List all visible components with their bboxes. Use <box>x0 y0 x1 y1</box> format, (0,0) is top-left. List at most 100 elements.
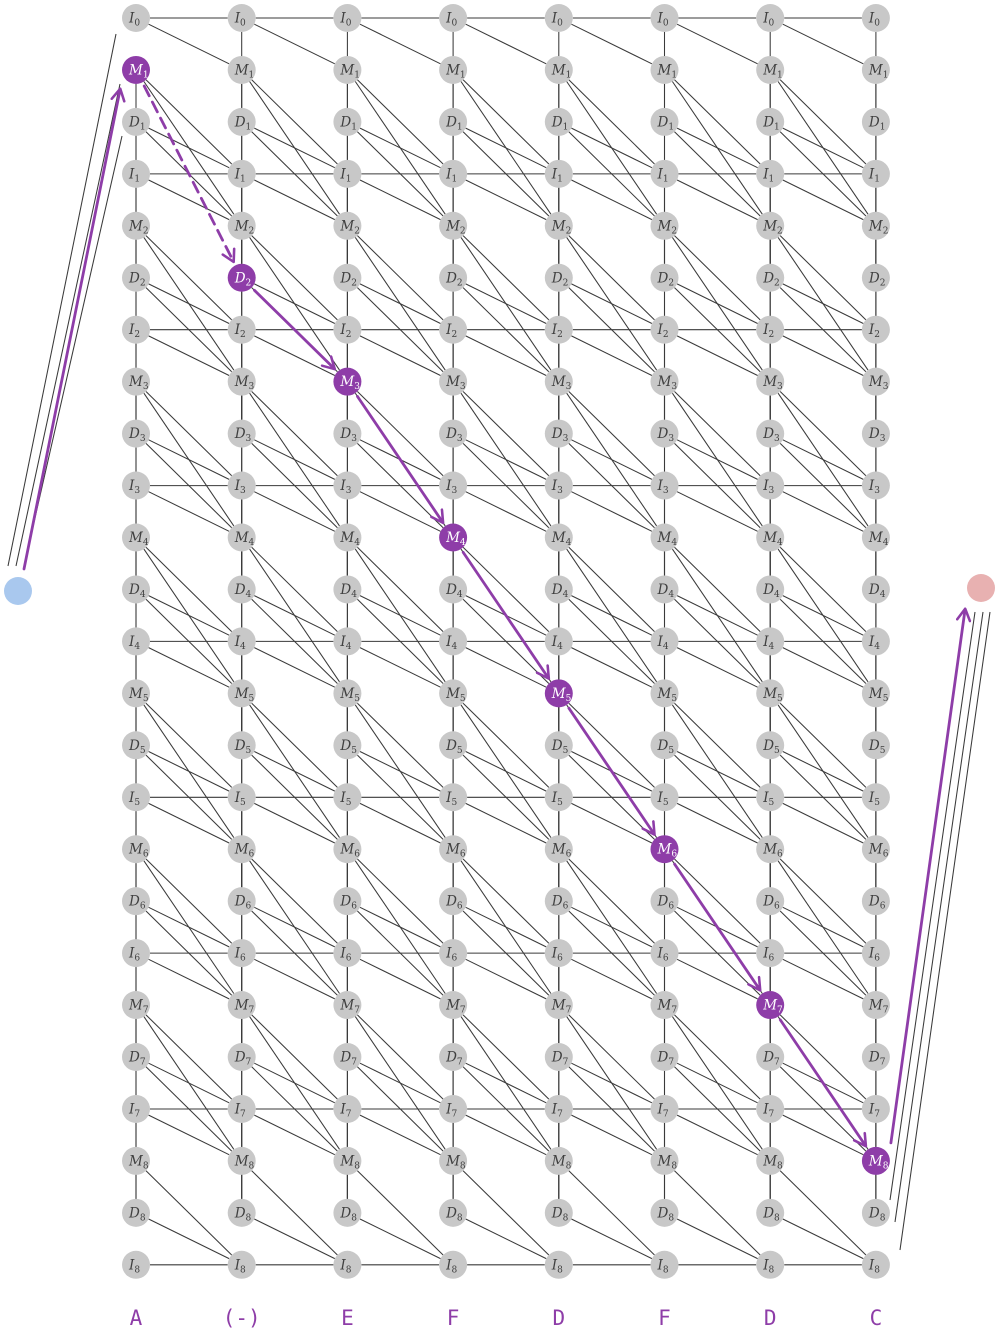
transition-edge <box>254 906 336 948</box>
state-node: I7 <box>544 1094 573 1123</box>
transition-edge <box>782 647 864 688</box>
state-label: I8 <box>128 1257 140 1275</box>
state-node: D5 <box>227 731 256 760</box>
state-node: I8 <box>861 1250 890 1279</box>
state-circle <box>333 55 362 84</box>
transition-edge <box>779 391 867 477</box>
state-circle <box>439 575 468 604</box>
state-label: I7 <box>657 1101 669 1119</box>
state-node: M4 <box>122 523 150 552</box>
path-state-node: M5 <box>544 679 573 708</box>
state-circle <box>544 783 573 812</box>
path-arrow <box>461 551 551 680</box>
state-label: I3 <box>445 478 457 496</box>
state-node: I2 <box>861 315 890 344</box>
state-node: I8 <box>439 1250 468 1279</box>
column-label: C <box>870 1306 883 1330</box>
state-node: D6 <box>756 887 785 916</box>
state-node: I1 <box>756 159 785 188</box>
state-node: I2 <box>122 315 150 344</box>
state-label: D3 <box>868 426 886 444</box>
state-circle <box>122 575 150 604</box>
state-label: M2 <box>339 218 360 236</box>
state-node: M1 <box>544 55 573 84</box>
state-node: I5 <box>544 783 573 812</box>
state-circle <box>439 211 468 240</box>
state-nodes: I0 M1 D1 I1 M2 D2 I2 M3 D3 I3 M4 D4 I4 M5 D5 I5 M6 D6 I6 M7… <box>122 4 890 1279</box>
state-label: I7 <box>762 1101 774 1119</box>
state-label: I0 <box>128 11 140 29</box>
state-node: M6 <box>333 835 362 864</box>
state-node: I3 <box>861 471 890 500</box>
state-label: D6 <box>234 894 252 912</box>
state-label: D5 <box>762 738 780 756</box>
state-node: I2 <box>227 315 256 344</box>
transition-edge <box>148 283 230 324</box>
transition-edge <box>251 858 338 944</box>
column-label: F <box>447 1306 460 1330</box>
path-state-node: M3 <box>333 367 362 396</box>
path-arrow <box>142 84 236 264</box>
transition-edge <box>676 1114 758 1156</box>
state-label: I6 <box>551 946 563 964</box>
transition-edge <box>145 235 233 321</box>
state-node: M6 <box>544 835 573 864</box>
state-node: M7 <box>333 991 362 1020</box>
state-circle <box>861 991 890 1020</box>
transition-edge <box>674 702 761 788</box>
state-label: D4 <box>657 582 675 600</box>
transition-edge <box>465 647 547 688</box>
state-circle <box>756 523 785 552</box>
path-arrow-start <box>22 87 126 571</box>
state-node: I3 <box>333 471 362 500</box>
transition-edge <box>359 127 441 169</box>
state-circle <box>650 939 679 968</box>
state-circle <box>333 783 362 812</box>
state-circle <box>227 627 256 656</box>
state-node: I2 <box>756 315 785 344</box>
state-label: I3 <box>339 478 351 496</box>
state-circle <box>122 4 150 32</box>
state-circle <box>227 835 256 864</box>
state-circle <box>756 107 785 136</box>
state-circle <box>227 1250 256 1279</box>
state-node: D8 <box>756 1198 785 1227</box>
state-label: D4 <box>234 582 252 600</box>
state-node: D2 <box>861 263 890 292</box>
transition-edge <box>148 491 230 532</box>
transition-edge <box>359 647 441 688</box>
state-label: M8 <box>339 1153 360 1171</box>
state-circle <box>227 731 256 760</box>
state-node: D6 <box>544 887 573 916</box>
transition-edge <box>462 79 550 165</box>
state-node: D6 <box>861 887 890 916</box>
transition-edge <box>676 802 758 844</box>
state-label: M1 <box>657 62 678 80</box>
state-node: M7 <box>544 991 573 1020</box>
state-node: D2 <box>756 263 785 292</box>
state-label: D2 <box>762 270 780 288</box>
transition-edge <box>568 702 655 788</box>
state-node: M4 <box>333 523 362 552</box>
transition-edge <box>357 79 444 165</box>
state-node: D2 <box>439 263 468 292</box>
state-label: M5 <box>128 686 149 704</box>
state-label: I3 <box>657 478 669 496</box>
state-node: M2 <box>333 211 362 240</box>
state-label: D4 <box>762 582 780 600</box>
transition-edge <box>676 127 758 169</box>
state-node: I6 <box>333 939 362 968</box>
state-node: D3 <box>861 419 890 448</box>
transition-edge <box>465 906 547 948</box>
state-label: M2 <box>234 218 255 236</box>
state-label: M4 <box>339 530 360 548</box>
path-arrow <box>356 395 445 525</box>
transition-edge <box>465 127 547 169</box>
state-circle <box>439 939 468 968</box>
state-label: I0 <box>657 11 669 29</box>
state-node: D4 <box>756 575 785 604</box>
state-node: I7 <box>861 1094 890 1123</box>
transition-edge <box>782 491 864 532</box>
state-label: I7 <box>445 1101 457 1119</box>
state-circle <box>544 523 573 552</box>
